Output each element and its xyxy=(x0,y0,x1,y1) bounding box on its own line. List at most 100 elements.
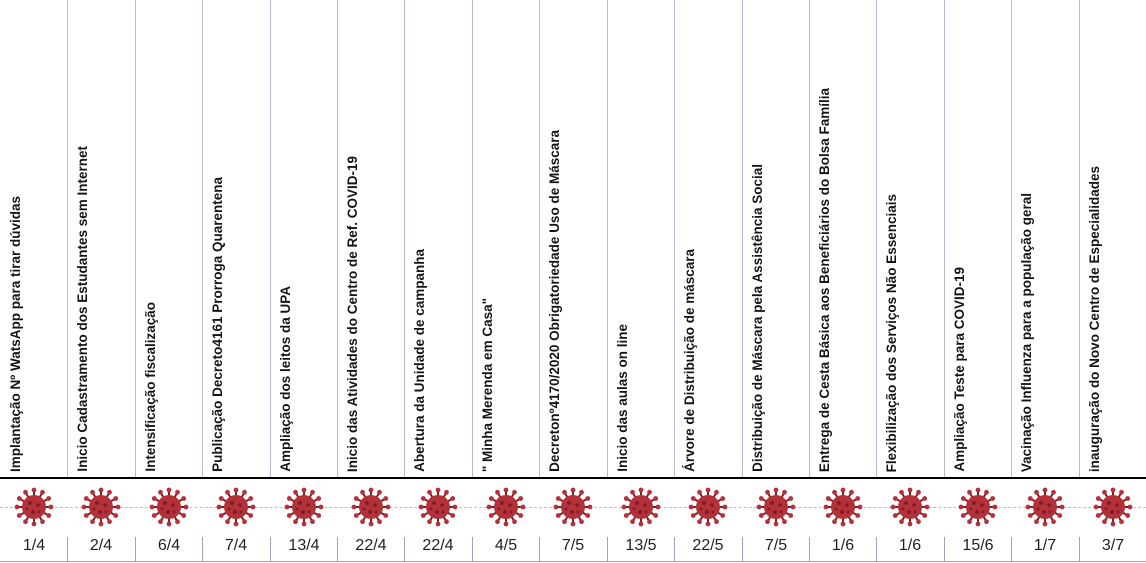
coronavirus-icon xyxy=(1025,487,1065,527)
event-date: 2/4 xyxy=(89,537,113,554)
event-column: " Minha Merenda em Casa" xyxy=(472,0,539,478)
event-label: Ampliação dos leitos da UPA xyxy=(278,286,293,472)
event-date: 22/4 xyxy=(355,537,387,554)
event-column: Implantação Nº WatsApp para tirar dúvida… xyxy=(0,0,67,478)
event-label: Entrega de Cesta Básica aos Beneficiário… xyxy=(817,87,832,472)
coronavirus-icon xyxy=(216,487,256,527)
event-date: 1/6 xyxy=(898,537,922,554)
coronavirus-icon xyxy=(149,487,189,527)
event-date: 1/6 xyxy=(831,537,855,554)
event-date: 1/7 xyxy=(1033,537,1057,554)
event-label: inauguração do Novo Centro de Especialid… xyxy=(1087,165,1102,472)
date-divider xyxy=(337,537,338,561)
coronavirus-icon xyxy=(14,487,54,527)
event-date: 22/4 xyxy=(422,537,454,554)
date-divider xyxy=(607,537,608,561)
event-column: Inicio das aulas on line xyxy=(607,0,674,478)
column-divider xyxy=(742,0,743,478)
event-date: 7/4 xyxy=(224,537,248,554)
event-label: Decretonº4170/2020 Obrigatoriedade Uso d… xyxy=(547,130,562,472)
coronavirus-icon xyxy=(418,487,458,527)
coronavirus-icon xyxy=(284,487,324,527)
coronavirus-icon xyxy=(756,487,796,527)
event-label: Inicio das Atividades do Centro de Ref. … xyxy=(345,155,360,472)
event-column: inauguração do Novo Centro de Especialid… xyxy=(1079,0,1146,478)
date-divider xyxy=(876,537,877,561)
date-divider xyxy=(742,537,743,561)
date-row-underline xyxy=(0,561,1146,562)
date-divider xyxy=(1011,537,1012,561)
event-date: 6/4 xyxy=(157,537,181,554)
event-column: Publicação Decreto4161 Prorroga Quarente… xyxy=(202,0,269,478)
event-label: Inicio das aulas on line xyxy=(615,324,630,472)
event-date: 22/5 xyxy=(692,537,724,554)
event-label: Vacinação Influenza para a população ger… xyxy=(1019,192,1034,472)
event-label: Flexibilização dos Serviços Não Essencia… xyxy=(884,193,899,472)
event-label: Implantação Nº WatsApp para tirar dúvida… xyxy=(8,196,23,472)
event-label: Ampliação Teste para COVID-19 xyxy=(952,267,967,472)
event-column: Abertura da Unidade de campanha xyxy=(404,0,471,478)
date-divider xyxy=(809,537,810,561)
event-column: Ampliação dos leitos da UPA xyxy=(270,0,337,478)
coronavirus-icon xyxy=(81,487,121,527)
event-date: 1/4 xyxy=(22,537,46,554)
column-divider xyxy=(809,0,810,478)
event-column: Flexibilização dos Serviços Não Essencia… xyxy=(876,0,943,478)
date-divider xyxy=(404,537,405,561)
event-column: Intensificação fiscalização xyxy=(135,0,202,478)
event-date: 13/4 xyxy=(288,537,320,554)
event-date: 13/5 xyxy=(625,537,657,554)
date-divider xyxy=(270,537,271,561)
event-label: " Minha Merenda em Casa" xyxy=(480,297,495,472)
date-divider xyxy=(472,537,473,561)
column-divider xyxy=(944,0,945,478)
date-divider xyxy=(135,537,136,561)
column-divider xyxy=(404,0,405,478)
column-divider xyxy=(1079,0,1080,478)
event-column: Vacinação Influenza para a população ger… xyxy=(1011,0,1078,478)
event-column: Distribuição de Máscara pela Assistência… xyxy=(742,0,809,478)
coronavirus-icon xyxy=(958,487,998,527)
event-label: Intensificação fiscalização xyxy=(143,302,158,472)
event-label: Distribuição de Máscara pela Assistência… xyxy=(750,164,765,472)
column-divider xyxy=(337,0,338,478)
date-divider xyxy=(1079,537,1080,561)
event-column: Inicio das Atividades do Centro de Ref. … xyxy=(337,0,404,478)
event-date: 3/7 xyxy=(1101,537,1125,554)
coronavirus-icon xyxy=(553,487,593,527)
column-divider xyxy=(202,0,203,478)
event-column: Decretonº4170/2020 Obrigatoriedade Uso d… xyxy=(539,0,606,478)
column-divider xyxy=(67,0,68,478)
event-date: 7/5 xyxy=(561,537,585,554)
date-divider xyxy=(674,537,675,561)
column-divider xyxy=(674,0,675,478)
date-divider xyxy=(202,537,203,561)
coronavirus-icon xyxy=(688,487,728,527)
event-column: Entrega de Cesta Básica aos Beneficiário… xyxy=(809,0,876,478)
column-divider xyxy=(135,0,136,478)
date-divider xyxy=(539,537,540,561)
coronavirus-icon xyxy=(351,487,391,527)
event-label: Árvore de Distribuição de máscara xyxy=(682,249,697,472)
coronavirus-icon xyxy=(621,487,661,527)
column-divider xyxy=(270,0,271,478)
coronavirus-icon xyxy=(890,487,930,527)
event-column: Inicio Cadastramento dos Estudantes sem … xyxy=(67,0,134,478)
column-divider xyxy=(539,0,540,478)
event-column: Árvore de Distribuição de máscara xyxy=(674,0,741,478)
event-date: 7/5 xyxy=(764,537,788,554)
column-divider xyxy=(1011,0,1012,478)
coronavirus-icon xyxy=(486,487,526,527)
event-label: Publicação Decreto4161 Prorroga Quarente… xyxy=(210,177,225,472)
column-divider xyxy=(876,0,877,478)
coronavirus-icon xyxy=(823,487,863,527)
event-column: Ampliação Teste para COVID-19 xyxy=(944,0,1011,478)
column-divider xyxy=(607,0,608,478)
event-label: Abertura da Unidade de campanha xyxy=(412,249,427,472)
column-divider xyxy=(472,0,473,478)
date-divider xyxy=(67,537,68,561)
event-date: 4/5 xyxy=(494,537,518,554)
coronavirus-icon xyxy=(1093,487,1133,527)
date-divider xyxy=(944,537,945,561)
